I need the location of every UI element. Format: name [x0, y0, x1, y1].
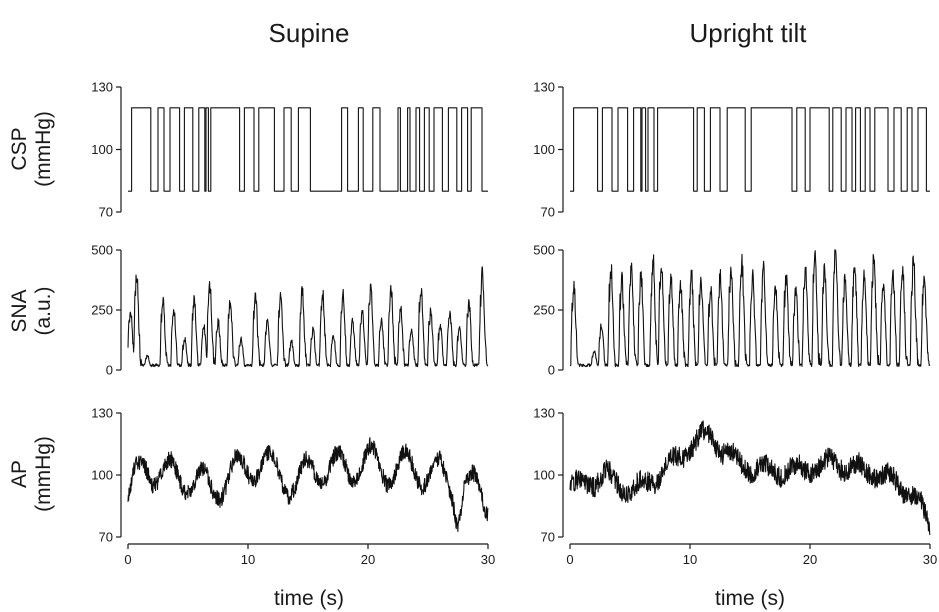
sna-supine-y-tick-label: 0 — [106, 363, 113, 378]
csp-upright-tilt-trace — [570, 107, 930, 192]
sna-supine-y-tick-label: 500 — [91, 243, 113, 258]
row-label-csp-line1: CSP — [8, 127, 31, 170]
ap-supine-y-tick-label: 70 — [99, 530, 113, 545]
csp-supine-y-tick-label: 70 — [99, 205, 113, 220]
row-label-sna-line1: SNA — [8, 289, 31, 332]
sna-upright-tilt-y-tick-label: 0 — [548, 363, 555, 378]
csp-upright-tilt-y-tick-label: 100 — [533, 142, 555, 157]
sna-upright-tilt-trace — [569, 249, 931, 368]
ap-upright-tilt-x-tick-label: 20 — [803, 552, 817, 567]
ap-supine-y-tick-label: 130 — [91, 406, 113, 421]
ap-upright-tilt-trace — [569, 420, 931, 536]
ap-upright-tilt-y-tick-label: 130 — [533, 406, 555, 421]
ap-supine-x-tick-label: 30 — [481, 552, 495, 567]
panel-csp-supine: 70 100 130 — [91, 80, 488, 220]
ap-supine-y-tick-label: 100 — [91, 468, 113, 483]
row-label-ap: AP (mmHg) — [8, 436, 55, 512]
csp-upright-tilt-y-tick-label: 70 — [541, 205, 555, 220]
row-label-ap-line1: AP — [8, 460, 31, 488]
csp-supine-y-tick-label: 100 — [91, 142, 113, 157]
row-label-csp: CSP (mmHg) — [8, 111, 55, 187]
ap-supine-x-tick-label: 10 — [241, 552, 255, 567]
ap-upright-tilt-y-tick-label: 70 — [541, 530, 555, 545]
csp-supine-trace — [128, 107, 488, 192]
ap-supine-x-tick-label: 20 — [361, 552, 375, 567]
column-title-upright-tilt: Upright tilt — [689, 18, 807, 48]
csp-upright-tilt-y-tick-label: 130 — [533, 80, 555, 95]
ap-upright-tilt-x-tick-label: 10 — [683, 552, 697, 567]
sna-upright-tilt-y-tick-label: 500 — [533, 243, 555, 258]
ap-supine-trace — [127, 437, 489, 532]
ap-upright-tilt-y-tick-label: 100 — [533, 468, 555, 483]
column-title-supine: Supine — [269, 18, 350, 48]
sna-supine-trace — [127, 266, 489, 368]
panel-ap-upright-tilt: 70 100 130 0 10 20 30 — [533, 406, 937, 568]
ap-supine-x-tick-label: 0 — [124, 552, 131, 567]
x-axis-label-upright-tilt: time (s) — [715, 587, 785, 610]
sna-upright-tilt-y-tick-label: 250 — [533, 303, 555, 318]
row-label-sna: SNA (a.u.) — [8, 286, 55, 335]
panel-csp-upright-tilt: 70 100 130 — [533, 80, 930, 220]
x-axis-label-supine: time (s) — [274, 587, 344, 610]
panel-sna-upright-tilt: 0 250 500 — [533, 243, 931, 378]
ap-upright-tilt-x-tick-label: 0 — [566, 552, 573, 567]
row-label-ap-line2: (mmHg) — [32, 436, 55, 512]
row-label-sna-line2: (a.u.) — [32, 286, 55, 335]
sna-supine-y-tick-label: 250 — [91, 303, 113, 318]
csp-supine-y-tick-label: 130 — [91, 80, 113, 95]
panel-sna-supine: 0 250 500 — [91, 243, 489, 378]
ap-upright-tilt-x-tick-label: 30 — [923, 552, 937, 567]
panel-ap-supine: 70 100 130 0 10 20 30 — [91, 406, 495, 568]
row-label-csp-line2: (mmHg) — [32, 111, 55, 187]
